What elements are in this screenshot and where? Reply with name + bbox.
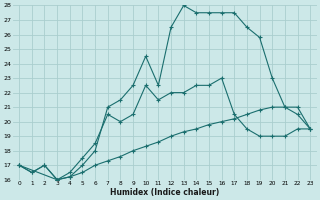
- X-axis label: Humidex (Indice chaleur): Humidex (Indice chaleur): [110, 188, 219, 197]
